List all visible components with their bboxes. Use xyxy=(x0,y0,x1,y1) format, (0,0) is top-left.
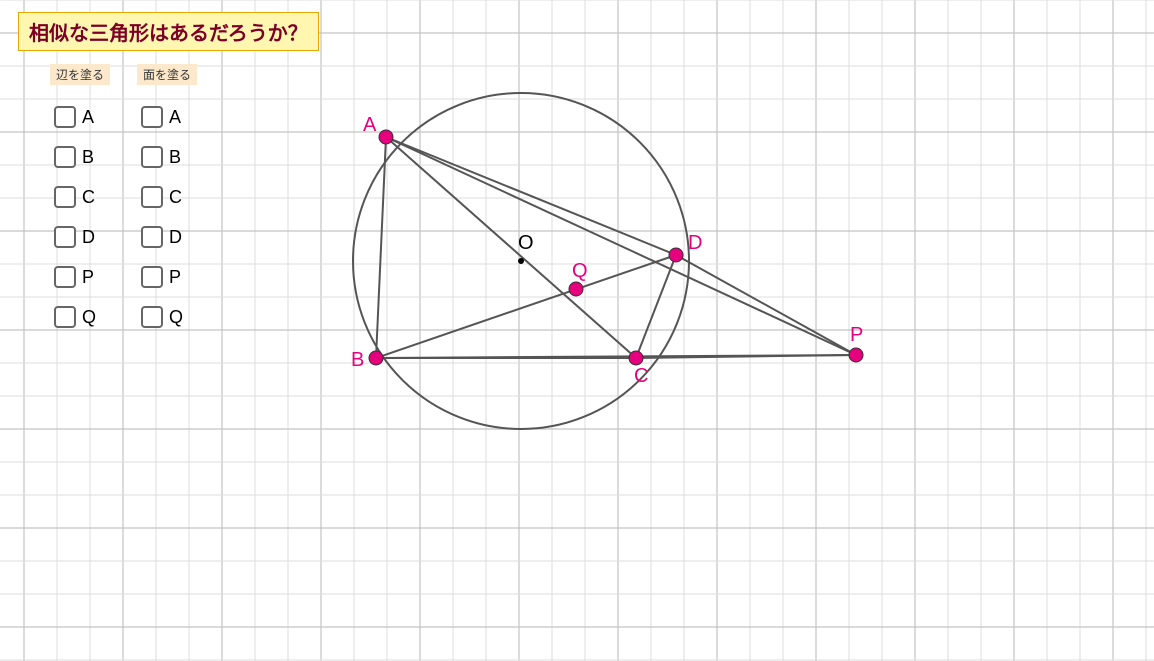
hdr-faces: 面を塗る xyxy=(137,64,197,85)
label-C: C xyxy=(634,365,648,387)
face-checkbox-Q[interactable] xyxy=(141,306,163,328)
edge-checkbox-row-P: P xyxy=(54,266,94,288)
edge-checkbox-label-P: P xyxy=(82,267,94,288)
face-checkbox-row-A: A xyxy=(141,106,181,128)
edge-checkbox-D[interactable] xyxy=(54,226,76,248)
point-A[interactable] xyxy=(379,130,393,144)
face-checkbox-label-D: D xyxy=(169,227,182,248)
edge-checkbox-row-B: B xyxy=(54,146,94,168)
face-checkbox-A[interactable] xyxy=(141,106,163,128)
question-title-text: 相似な三角形はあるだろうか？ xyxy=(29,23,308,45)
edge-checkbox-A[interactable] xyxy=(54,106,76,128)
face-checkbox-row-C: C xyxy=(141,186,182,208)
edge-checkbox-C[interactable] xyxy=(54,186,76,208)
face-checkbox-C[interactable] xyxy=(141,186,163,208)
edge-checkbox-label-C: C xyxy=(82,187,95,208)
label-O: O xyxy=(518,232,534,254)
point-O xyxy=(518,258,524,264)
label-B: B xyxy=(351,349,364,371)
label-P: P xyxy=(850,324,863,346)
edge-checkbox-P[interactable] xyxy=(54,266,76,288)
edge-checkbox-label-Q: Q xyxy=(82,307,96,328)
geometry-canvas[interactable]: OABCDQP xyxy=(0,0,1154,661)
edge-checkbox-row-C: C xyxy=(54,186,95,208)
face-checkbox-row-D: D xyxy=(141,226,182,248)
face-checkbox-P[interactable] xyxy=(141,266,163,288)
face-checkbox-label-Q: Q xyxy=(169,307,183,328)
face-checkbox-label-A: A xyxy=(169,107,181,128)
point-D[interactable] xyxy=(669,248,683,262)
face-checkbox-label-C: C xyxy=(169,187,182,208)
face-checkbox-D[interactable] xyxy=(141,226,163,248)
point-C[interactable] xyxy=(629,351,643,365)
edge-checkbox-Q[interactable] xyxy=(54,306,76,328)
edge-checkbox-label-A: A xyxy=(82,107,94,128)
face-checkbox-row-P: P xyxy=(141,266,181,288)
edge-checkbox-row-D: D xyxy=(54,226,95,248)
edge-checkbox-row-A: A xyxy=(54,106,94,128)
question-title: 相似な三角形はあるだろうか？ xyxy=(18,12,319,51)
label-A: A xyxy=(363,114,377,136)
face-checkbox-label-B: B xyxy=(169,147,181,168)
edge-checkbox-label-D: D xyxy=(82,227,95,248)
label-D: D xyxy=(688,232,702,254)
edge-checkbox-B[interactable] xyxy=(54,146,76,168)
edge-checkbox-row-Q: Q xyxy=(54,306,96,328)
face-checkbox-row-Q: Q xyxy=(141,306,183,328)
point-P[interactable] xyxy=(849,348,863,362)
face-checkbox-B[interactable] xyxy=(141,146,163,168)
hdr-edges: 辺を塗る xyxy=(50,64,110,85)
face-checkbox-label-P: P xyxy=(169,267,181,288)
edge-checkbox-label-B: B xyxy=(82,147,94,168)
label-Q: Q xyxy=(572,260,588,282)
point-Q[interactable] xyxy=(569,282,583,296)
point-B[interactable] xyxy=(369,351,383,365)
face-checkbox-row-B: B xyxy=(141,146,181,168)
